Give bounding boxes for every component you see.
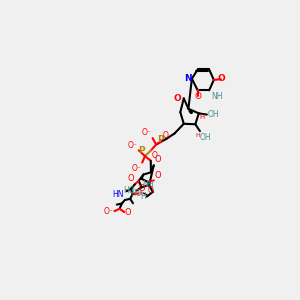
Text: O: O: [194, 92, 201, 101]
Text: OH: OH: [200, 133, 212, 142]
Text: O: O: [155, 171, 161, 180]
Text: O⁻: O⁻: [142, 128, 152, 137]
Text: HN: HN: [113, 190, 124, 199]
Text: O: O: [163, 131, 169, 140]
Text: O: O: [174, 94, 182, 103]
Text: H: H: [140, 192, 146, 201]
Text: NH: NH: [143, 180, 154, 189]
Text: O: O: [148, 186, 154, 195]
Text: P: P: [138, 146, 144, 155]
Text: N: N: [184, 74, 192, 83]
Text: O: O: [139, 184, 145, 193]
Text: H: H: [138, 191, 142, 196]
Text: O⁻: O⁻: [131, 164, 141, 173]
Text: H: H: [200, 114, 205, 120]
Text: O: O: [125, 208, 131, 217]
Text: O⁻: O⁻: [104, 207, 114, 216]
Text: NH: NH: [212, 92, 223, 101]
Text: P: P: [157, 135, 164, 144]
Text: H: H: [195, 133, 200, 138]
Text: O: O: [128, 174, 134, 183]
Text: O: O: [155, 155, 161, 164]
Text: HO: HO: [124, 186, 135, 195]
Text: HO: HO: [130, 189, 142, 198]
Text: O⁻: O⁻: [128, 141, 138, 150]
Text: O: O: [217, 74, 225, 83]
Text: O: O: [152, 151, 157, 160]
Text: OH: OH: [208, 110, 220, 119]
